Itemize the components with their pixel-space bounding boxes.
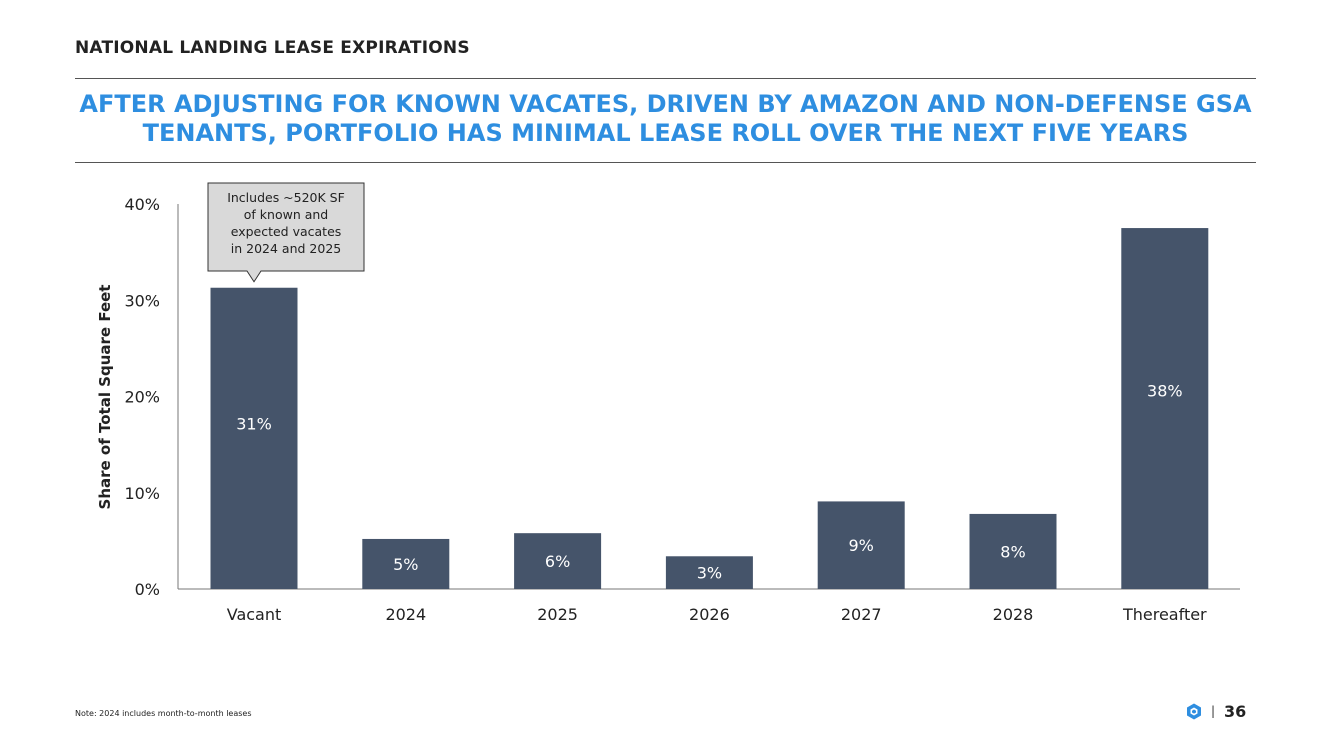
page-separator: |: [1211, 704, 1216, 718]
y-axis-title: Share of Total Square Feet: [96, 285, 114, 510]
y-tick-label: 20%: [124, 388, 160, 407]
y-tick-label: 30%: [124, 291, 160, 310]
headline-line-1: AFTER ADJUSTING FOR KNOWN VACATES, DRIVE…: [79, 90, 1252, 118]
bar-data-label: 3%: [697, 564, 722, 583]
x-tick-label: Vacant: [227, 605, 282, 624]
bar-data-label: 9%: [849, 536, 874, 555]
bar-data-label: 5%: [393, 555, 418, 574]
bar-data-label: 6%: [545, 552, 570, 571]
bar: [362, 538, 450, 589]
x-tick-label: 2024: [385, 605, 426, 624]
page-number-area: | 36: [1186, 700, 1246, 722]
annotation-text-line: of known and: [244, 207, 328, 222]
y-tick-label: 10%: [124, 484, 160, 503]
hexagon-logo-icon: [1187, 703, 1201, 719]
bar: [817, 501, 905, 589]
x-tick-label: 2025: [537, 605, 578, 624]
headline-line-2: TENANTS, PORTFOLIO HAS MINIMAL LEASE ROL…: [142, 119, 1189, 147]
y-tick-label: 40%: [124, 195, 160, 214]
y-tick-label: 0%: [135, 580, 160, 599]
bar-data-label: 38%: [1147, 381, 1183, 400]
bar-data-label: 8%: [1000, 542, 1025, 561]
annotation-callout: [207, 182, 365, 283]
x-tick-label: 2027: [841, 605, 882, 624]
annotation-text-line: Includes ~520K SF: [227, 190, 345, 205]
top-divider: [75, 78, 1256, 79]
x-tick-label: 2028: [993, 605, 1034, 624]
page-number: 36: [1224, 701, 1247, 721]
headline-divider: [75, 162, 1256, 163]
x-tick-label: 2026: [689, 605, 730, 624]
x-tick-label: Thereafter: [1122, 605, 1207, 624]
annotation-text-line: expected vacates: [231, 224, 342, 239]
footnote: Note: 2024 includes month-to-month lease…: [75, 709, 252, 718]
bar: [1121, 228, 1209, 589]
bar: [665, 556, 753, 589]
annotation-text-line: in 2024 and 2025: [231, 241, 341, 256]
section-title: NATIONAL LANDING LEASE EXPIRATIONS: [75, 38, 470, 58]
bar: [514, 533, 602, 589]
bar-data-label: 31%: [236, 414, 272, 433]
headline: AFTER ADJUSTING FOR KNOWN VACATES, DRIVE…: [75, 90, 1256, 148]
bar: [210, 287, 298, 589]
bar: [969, 513, 1057, 589]
